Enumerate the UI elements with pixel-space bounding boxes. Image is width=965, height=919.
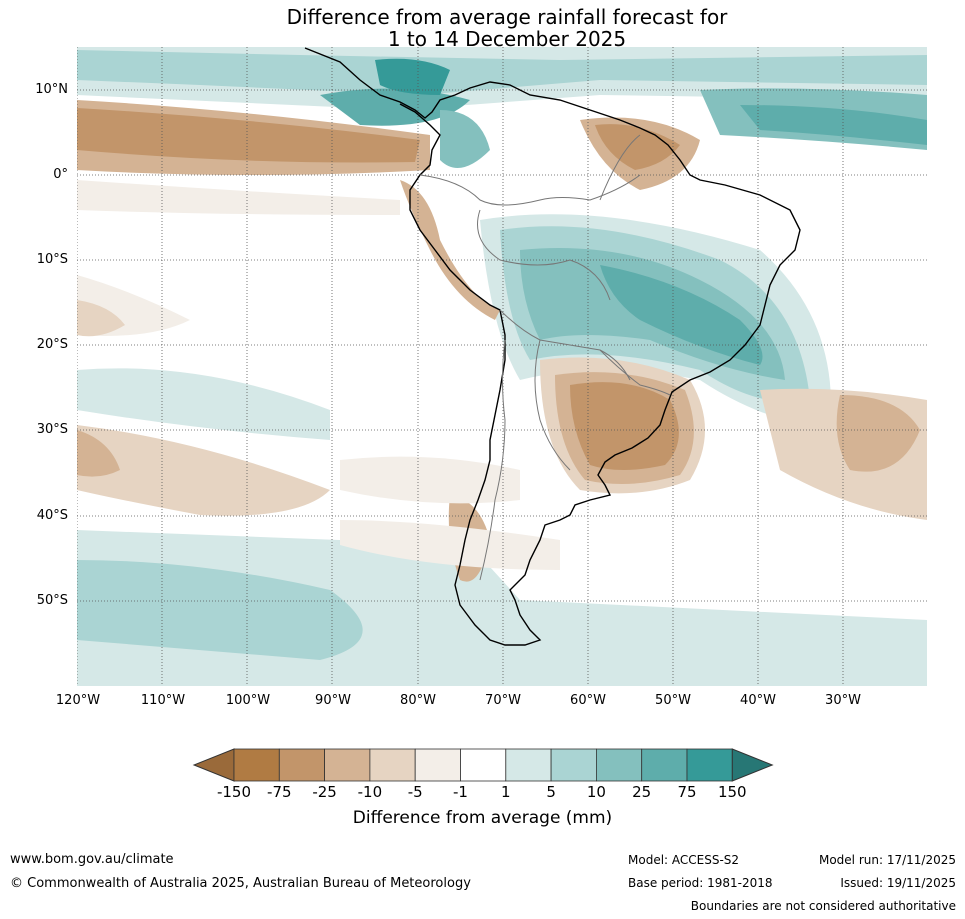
footer-copyright: © Commonwealth of Australia 2025, Austra… (10, 876, 471, 891)
colorbar-tick-label: 75 (677, 783, 697, 801)
footer-issued: Issued: 19/11/2025 (840, 876, 956, 890)
colorbar-segment (369, 748, 416, 782)
footer-model-run: Model run: 17/11/2025 (818, 853, 956, 867)
graticule (77, 47, 927, 686)
lat-label-50s: 50°S (36, 593, 68, 608)
lon-label-90w: 90°W (315, 693, 351, 708)
south-america-coastline (304, 47, 801, 646)
lat-label-30s: 30°S (36, 422, 68, 437)
lon-label-120w: 120°W (55, 693, 101, 708)
colorbar-segment (324, 748, 371, 782)
footer-base-period: Base period: 1981-2018 (628, 876, 773, 890)
lon-label-80w: 80°W (400, 693, 436, 708)
country-borders (419, 134, 671, 581)
colorbar-tick-label: -5 (407, 783, 423, 801)
colorbar-tick-label: 1 (501, 783, 511, 801)
map-title-line-1: Difference from average rainfall forecas… (286, 5, 728, 29)
colorbar-segment (505, 748, 552, 782)
lat-label-0: 0° (53, 167, 68, 182)
colorbar-tick-label: 5 (546, 783, 556, 801)
colorbar-segment (596, 748, 643, 782)
colorbar-extend-high (731, 748, 774, 782)
colorbar-segment (686, 748, 733, 782)
colorbar-tick-label: -10 (357, 783, 383, 801)
lon-label-70w: 70°W (485, 693, 521, 708)
lat-label-40s: 40°S (36, 508, 68, 523)
colorbar-segment (414, 748, 461, 782)
colorbar-segment (641, 748, 688, 782)
colorbar-tick-label: -75 (267, 783, 292, 801)
lat-label-10s: 10°S (36, 252, 68, 267)
colorbar-tick-label: -150 (216, 783, 252, 801)
lon-label-100w: 100°W (225, 693, 271, 708)
colorbar-tick-label: -1 (453, 783, 468, 801)
anomaly-field (77, 47, 927, 686)
footer-model: Model: ACCESS-S2 (628, 853, 740, 867)
colorbar-tick-label: -25 (312, 783, 337, 801)
map-title-line-2: 1 to 14 December 2025 (387, 27, 627, 51)
lat-label-10n: 10°N (35, 82, 68, 97)
colorbar-label: Difference from average (mm) (352, 808, 613, 828)
lon-label-50w: 50°W (655, 693, 691, 708)
rainfall-anomaly-map (77, 47, 927, 686)
footer-website: www.bom.gov.au/climate (10, 852, 174, 867)
lon-label-30w: 30°W (825, 693, 861, 708)
lon-label-110w: 110°W (140, 693, 186, 708)
colorbar-segment (460, 748, 507, 782)
colorbar-extend-low (192, 748, 235, 782)
footer-boundaries-note: Boundaries are not considered authoritat… (690, 899, 956, 913)
lat-label-20s: 20°S (36, 337, 68, 352)
colorbar-segments (192, 748, 774, 782)
colorbar-tick-label: 25 (632, 783, 652, 801)
colorbar-tick-label: 150 (717, 783, 747, 801)
lon-label-40w: 40°W (740, 693, 776, 708)
lon-label-60w: 60°W (570, 693, 606, 708)
colorbar-segment (278, 748, 325, 782)
colorbar-tick-label: 10 (586, 783, 606, 801)
colorbar-segment (233, 748, 280, 782)
colorbar-segment (550, 748, 597, 782)
